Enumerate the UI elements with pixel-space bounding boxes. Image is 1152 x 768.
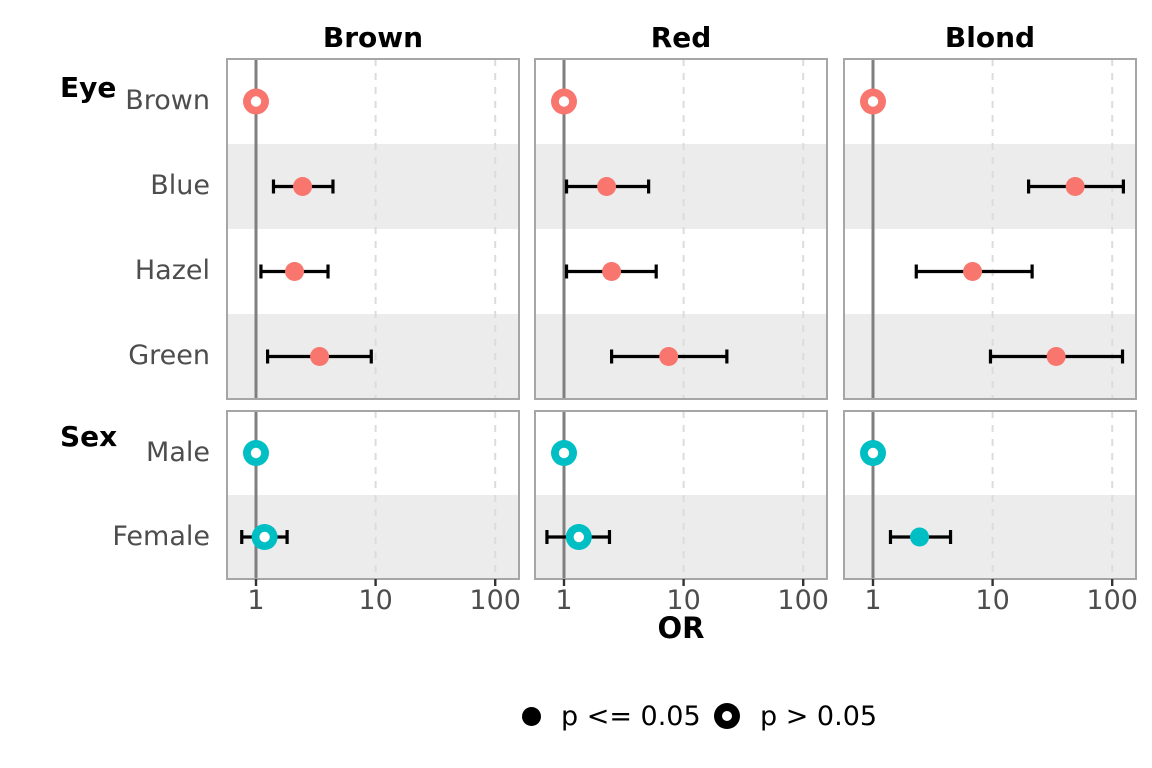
or-point-filled (1065, 177, 1085, 196)
or-point-filled (963, 262, 983, 281)
or-point-filled (910, 527, 930, 547)
panel-border (226, 58, 520, 400)
or-point-filled (1046, 347, 1066, 366)
panel-border (226, 410, 520, 580)
panel-border (534, 410, 828, 580)
or-point-filled (597, 177, 617, 196)
or-point-hole (250, 96, 262, 107)
or-point-hole (558, 96, 570, 107)
row-band (227, 144, 519, 229)
panel-border (843, 410, 1137, 580)
row-band (844, 495, 1136, 579)
or-point-hole (259, 531, 270, 543)
or-point-filled (293, 177, 313, 196)
or-point-hole (867, 447, 879, 459)
or-point-filled (659, 347, 679, 366)
panel-border (843, 58, 1137, 400)
panel-border (534, 58, 828, 400)
or-point-filled (602, 262, 622, 281)
or-point-filled (310, 347, 330, 366)
or-point-hole (573, 531, 585, 543)
or-point-filled (285, 262, 305, 281)
or-point-hole (558, 447, 570, 459)
or-point-hole (250, 447, 262, 459)
or-point-hole (867, 96, 879, 107)
